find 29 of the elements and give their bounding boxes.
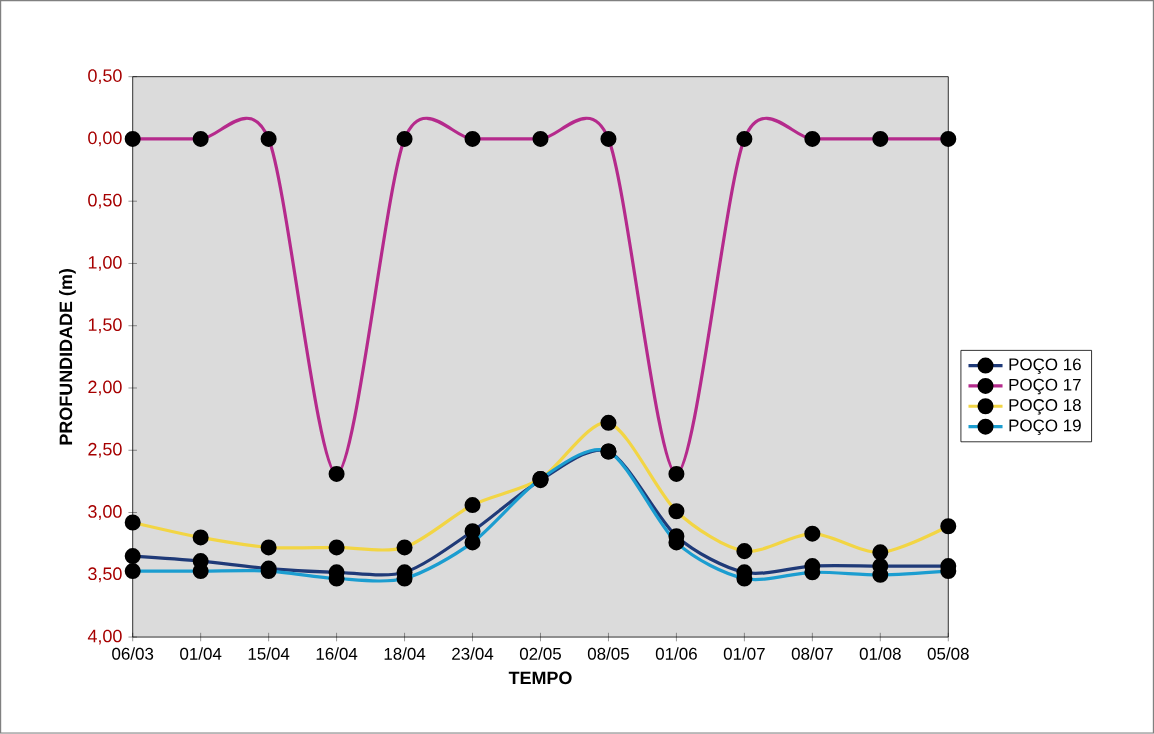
legend-label: POÇO 19 [1009, 419, 1081, 436]
x-tick-label: 05/08 [927, 647, 969, 660]
y-tick-label: 2,50 [88, 442, 122, 458]
y-tick-label: 3,00 [88, 505, 122, 521]
y-tick-label: 4,00 [87, 629, 122, 645]
x-tick-label: 01/06 [655, 647, 697, 660]
x-tick-label: 08/07 [791, 647, 833, 660]
y-tick-label: 0,50 [88, 69, 122, 85]
legend-label: POÇO 16 [1009, 358, 1081, 374]
y-tick-label: 2,00 [88, 380, 122, 396]
y-tick-label: 0,00 [88, 131, 122, 147]
y-tick-label: 1,00 [88, 256, 122, 271]
x-tick-label: 01/04 [180, 647, 222, 660]
x-tick-label: 01/08 [859, 647, 901, 660]
x-tick-label: 06/03 [112, 647, 154, 660]
x-tick-label: 15/04 [248, 647, 290, 660]
y-axis-title: PROFUNDIDADE (m) [59, 269, 76, 445]
x-tick-label: 02/05 [519, 647, 561, 660]
y-tick-label: 1,50 [88, 318, 122, 334]
x-tick-label: 18/04 [384, 647, 426, 660]
x-tick-label: 23/04 [452, 647, 494, 660]
x-tick-label: 01/07 [723, 647, 765, 660]
y-tick-label: 0,50 [88, 193, 122, 209]
x-tick-label: 16/04 [316, 647, 358, 660]
x-tick-label: 08/05 [587, 647, 629, 660]
y-tick-label: 3,50 [88, 567, 122, 583]
x-axis-title: TEMPO [508, 671, 572, 685]
legend-label: POÇO 17 [1009, 378, 1081, 395]
legend-label: POÇO 18 [1009, 399, 1081, 415]
